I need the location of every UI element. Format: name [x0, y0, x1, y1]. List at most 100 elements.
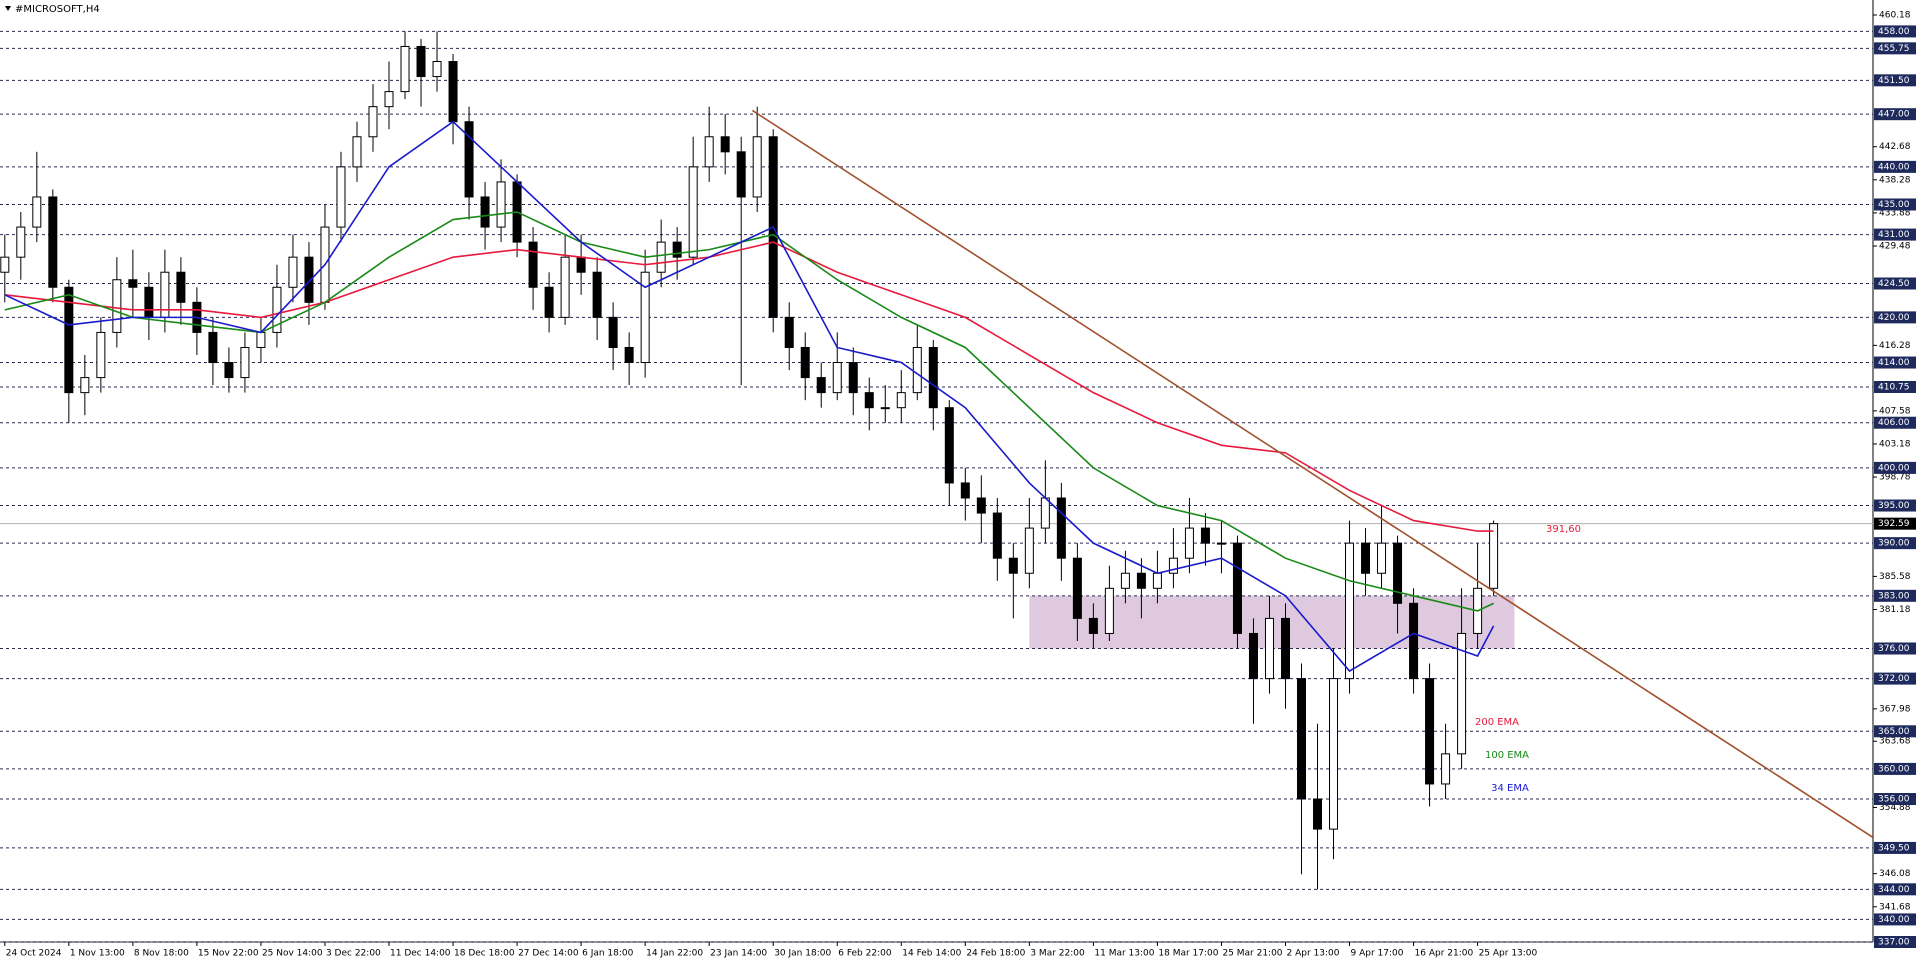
candle-body: [1457, 632, 1467, 755]
chart-title: #MICROSOFT,H4: [15, 4, 100, 15]
level-box: [1874, 198, 1916, 211]
candle-body: [1104, 587, 1114, 634]
x-tick-label: 14 Jan 22:00: [646, 949, 703, 959]
candle-body: [1361, 542, 1371, 574]
candle-body: [240, 346, 250, 379]
level-label: 372.00: [1878, 674, 1910, 684]
candle-body: [1136, 572, 1146, 589]
candle-body: [464, 121, 474, 198]
level-box: [1874, 311, 1916, 324]
candle-body: [672, 241, 682, 258]
title-arrow: [5, 6, 11, 11]
candle-body: [1313, 798, 1323, 830]
level-label: 431.00: [1878, 230, 1910, 240]
level-label: 451.50: [1878, 76, 1910, 86]
candle-body: [560, 256, 570, 318]
y-tick-label: 341.68: [1879, 902, 1911, 912]
level-box: [1874, 537, 1916, 550]
candle-body: [1441, 753, 1451, 785]
y-tick-label: 367.98: [1879, 704, 1911, 714]
candle-body: [752, 136, 762, 198]
level-box: [1874, 380, 1916, 393]
level-label: 435.00: [1878, 200, 1910, 210]
level-label: 458.00: [1878, 27, 1910, 37]
level-box: [1874, 589, 1916, 602]
candle-body: [1296, 678, 1306, 800]
candle-body: [944, 407, 954, 484]
y-tick-label: 433.88: [1879, 208, 1911, 218]
level-label: 376.00: [1878, 644, 1910, 654]
level-label: 406.00: [1878, 418, 1910, 428]
candle-body: [224, 362, 234, 379]
x-tick-label: 18 Mar 17:00: [1158, 949, 1218, 959]
candle-body: [1409, 602, 1419, 680]
candle-body: [144, 286, 154, 318]
candle-body: [112, 279, 122, 333]
level-label: 414.00: [1878, 358, 1910, 368]
x-tick-label: 25 Mar 21:00: [1222, 949, 1282, 959]
candle-body: [1425, 678, 1435, 785]
candle-body: [1008, 557, 1018, 574]
level-box: [1874, 841, 1916, 854]
candle-body: [960, 482, 970, 499]
candle-body: [1232, 542, 1242, 634]
x-tick-label: 18 Dec 18:00: [454, 949, 515, 959]
level-box: [1874, 461, 1916, 474]
candle-body: [896, 392, 906, 409]
x-tick-label: 1 Nov 13:00: [70, 949, 125, 959]
y-tick-label: 407.58: [1879, 406, 1911, 416]
ema-label: 200 EMA: [1475, 717, 1519, 728]
level-box: [1874, 762, 1916, 775]
current-price-box: [1874, 517, 1916, 530]
y-tick-label: 385.58: [1879, 572, 1911, 582]
y-tick-label: 416.28: [1879, 341, 1911, 351]
y-tick-label: 354.88: [1879, 803, 1911, 813]
x-tick-label: 2 Apr 13:00: [1286, 949, 1339, 959]
candle-body: [1393, 542, 1403, 604]
candle-body: [1280, 617, 1290, 680]
candle-body: [0, 256, 10, 273]
x-tick-label: 16 Apr 21:00: [1415, 949, 1474, 959]
level-box: [1874, 42, 1916, 55]
x-tick-label: 6 Jan 18:00: [582, 949, 634, 959]
ema-line: [4, 120, 1495, 673]
candle-body: [1216, 542, 1226, 545]
candle-body: [608, 316, 618, 348]
candle-body: [1345, 542, 1355, 680]
level-label: 356.00: [1878, 795, 1910, 805]
candle-body: [384, 91, 394, 108]
candle-body: [1168, 557, 1178, 574]
y-tick-label: 460.18: [1879, 11, 1911, 21]
candle-body: [1184, 527, 1194, 559]
x-tick-label: 27 Dec 14:00: [518, 949, 579, 959]
candle-body: [416, 45, 426, 78]
level-box: [1874, 793, 1916, 806]
level-label: 410.75: [1878, 382, 1910, 392]
candle-body: [800, 346, 810, 379]
candle-body: [592, 271, 602, 318]
candle-body: [1377, 542, 1387, 574]
candle-body: [544, 286, 554, 318]
level-box: [1874, 936, 1916, 948]
candle-body: [656, 241, 666, 273]
level-box: [1874, 416, 1916, 429]
candle-body: [704, 136, 714, 168]
x-tick-label: 14 Feb 14:00: [902, 949, 961, 959]
level-label: 344.00: [1878, 885, 1910, 895]
x-tick-label: 15 Nov 22:00: [198, 949, 259, 959]
candle-body: [912, 346, 922, 394]
ema-line: [4, 211, 1494, 612]
level-box: [1874, 160, 1916, 173]
level-box: [1874, 108, 1916, 121]
level-label: 365.00: [1878, 727, 1910, 737]
candle-body: [720, 136, 730, 153]
x-tick-label: 3 Dec 22:00: [326, 949, 381, 959]
candle-body: [96, 331, 106, 379]
level-label: 340.00: [1878, 915, 1910, 925]
candle-body: [368, 106, 378, 138]
trendline: [751, 109, 1874, 839]
current-price-label: 392.59: [1878, 519, 1910, 529]
level-box: [1874, 499, 1916, 512]
candle-body: [1248, 632, 1258, 680]
level-box: [1874, 642, 1916, 655]
